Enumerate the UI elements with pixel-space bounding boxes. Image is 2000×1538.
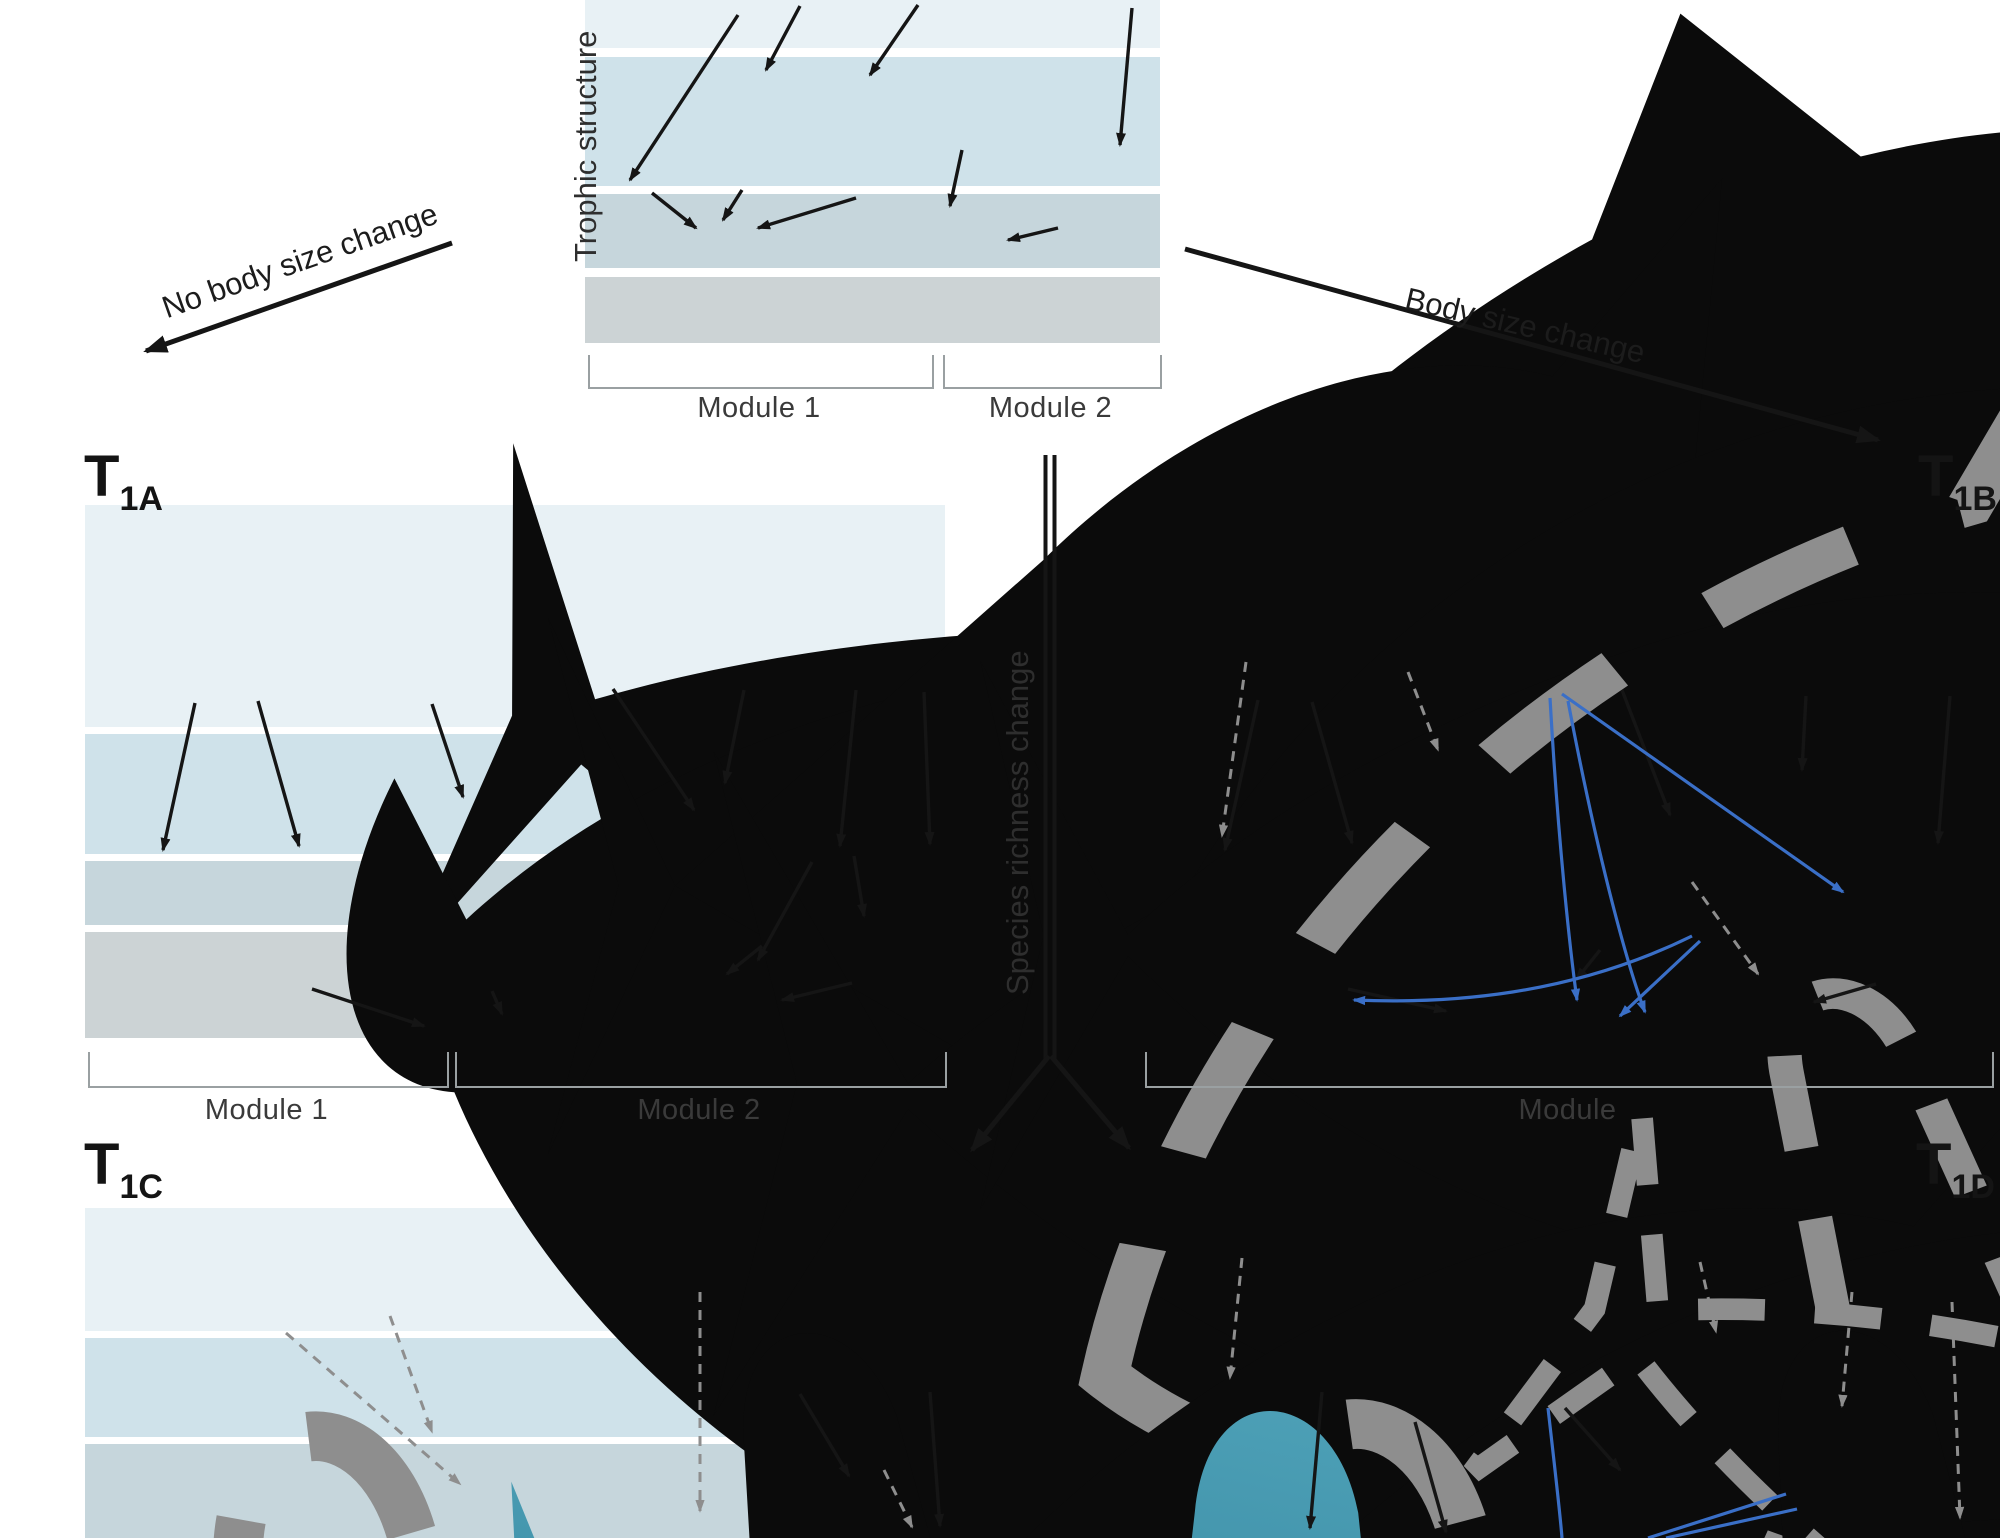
lost-link-dashed (1406, 671, 1440, 752)
fork-arrow-right (1049, 1054, 1131, 1151)
feeding-link (1306, 1391, 1324, 1530)
feeding-link (836, 689, 858, 848)
body-size-change-arrow (1184, 246, 1881, 444)
baseline-band-2 (585, 57, 1160, 186)
panel-tag: T (84, 444, 120, 509)
lost-link-dashed (1698, 1261, 1719, 1334)
feeding-link (1933, 695, 1952, 845)
panel-label-t1c: T1C (84, 1136, 163, 1205)
species-richness-change-label: Species richness change (1000, 650, 1035, 995)
feeding-link (160, 702, 197, 852)
lost-link-dashed (1690, 881, 1760, 976)
panel-subscript: 1A (119, 480, 163, 518)
feeding-link (1310, 701, 1354, 845)
baseline-band-1 (585, 0, 1160, 48)
baseline-module1-label: Module 1 (697, 392, 821, 424)
feeding-link (650, 191, 698, 230)
panel-label-t1b: T1B (1918, 448, 1997, 517)
t1a-feeding-links (160, 688, 935, 1028)
baseline-module2-bracket (943, 355, 1162, 389)
new-link-blue (1352, 934, 1693, 1006)
panel-label-t1a: T1A (84, 448, 163, 517)
feeding-link (722, 689, 746, 785)
new-link-blue (1618, 939, 1702, 1018)
baseline-module1-bracket (588, 355, 934, 389)
feeding-link (868, 4, 920, 77)
baseline-module2-label: Module 2 (988, 392, 1113, 424)
new-link-blue (1665, 1507, 1798, 1538)
lost-link-dashed (388, 1315, 434, 1434)
panel-subscript: 1D (1951, 1168, 1995, 1206)
feeding-link (1006, 226, 1059, 243)
new-link-blue (1561, 692, 1845, 894)
baseline-band-3 (585, 194, 1160, 268)
t1a-module1-bracket (88, 1052, 449, 1088)
t1b-module-label: Module (1518, 1094, 1617, 1126)
lost-link-dashed (1218, 661, 1248, 838)
feeding-link (1797, 695, 1808, 772)
feeding-link (756, 861, 814, 962)
panel-label-t1d: T1D (1916, 1136, 1995, 1205)
lost-link-dashed (285, 1331, 462, 1486)
new-link-blue (1647, 1492, 1787, 1538)
feeding-link (256, 700, 301, 848)
feeding-link (611, 688, 696, 812)
feeding-link (947, 149, 964, 208)
baseline-feeding-links (628, 4, 1134, 243)
fork-arrow-left (970, 1054, 1051, 1153)
feeding-link (1812, 982, 1877, 1004)
baseline-band-4 (585, 277, 1160, 343)
feeding-link (780, 981, 853, 1003)
feeding-link (928, 1391, 945, 1528)
lost-link-dashed (1950, 1301, 1965, 1520)
feeding-link (852, 855, 867, 918)
feeding-link (1116, 7, 1134, 147)
t1a-module2-bracket (455, 1052, 947, 1088)
feeding-link (1222, 699, 1260, 852)
feeding-link (756, 196, 857, 230)
t1d-feeding-links (1226, 1257, 1965, 1538)
t1a-module1-label: Module 1 (204, 1094, 329, 1126)
panel-tag: T (84, 1132, 120, 1197)
feeding-link (311, 987, 426, 1028)
feeding-link (725, 944, 764, 976)
feeding-link (721, 189, 744, 222)
lost-link-dashed (1226, 1257, 1244, 1380)
t1c-feeding-links (285, 1292, 945, 1529)
new-link-blue (1546, 1407, 1564, 1538)
feeding-link (628, 14, 740, 182)
panel-subscript: 1B (1953, 480, 1997, 518)
feeding-link (922, 691, 935, 846)
t1b-module-bracket (1145, 1052, 1994, 1088)
species-richness-change-arrow (970, 455, 1131, 1153)
t1b-feeding-links (1218, 661, 1952, 1018)
panel-tag: T (1916, 1132, 1952, 1197)
panel-tag: T (1918, 444, 1954, 509)
lost-link-dashed (1838, 1291, 1854, 1408)
new-link-blue (1548, 697, 1581, 1002)
feeding-link (430, 703, 465, 799)
new-link-blue (1566, 700, 1647, 1014)
trophic-structure-axis-label: Trophic structure (568, 30, 603, 262)
feeding-link (764, 5, 802, 72)
feeding-link (1413, 1421, 1448, 1534)
feeding-link (490, 990, 504, 1016)
t1a-module2-label: Module 2 (637, 1094, 761, 1126)
panel-subscript: 1C (119, 1168, 163, 1206)
feeding-link (798, 1393, 851, 1478)
no-body-size-change-arrow (143, 240, 453, 354)
feeding-link (1574, 948, 1602, 982)
feeding-link (1563, 1406, 1622, 1472)
